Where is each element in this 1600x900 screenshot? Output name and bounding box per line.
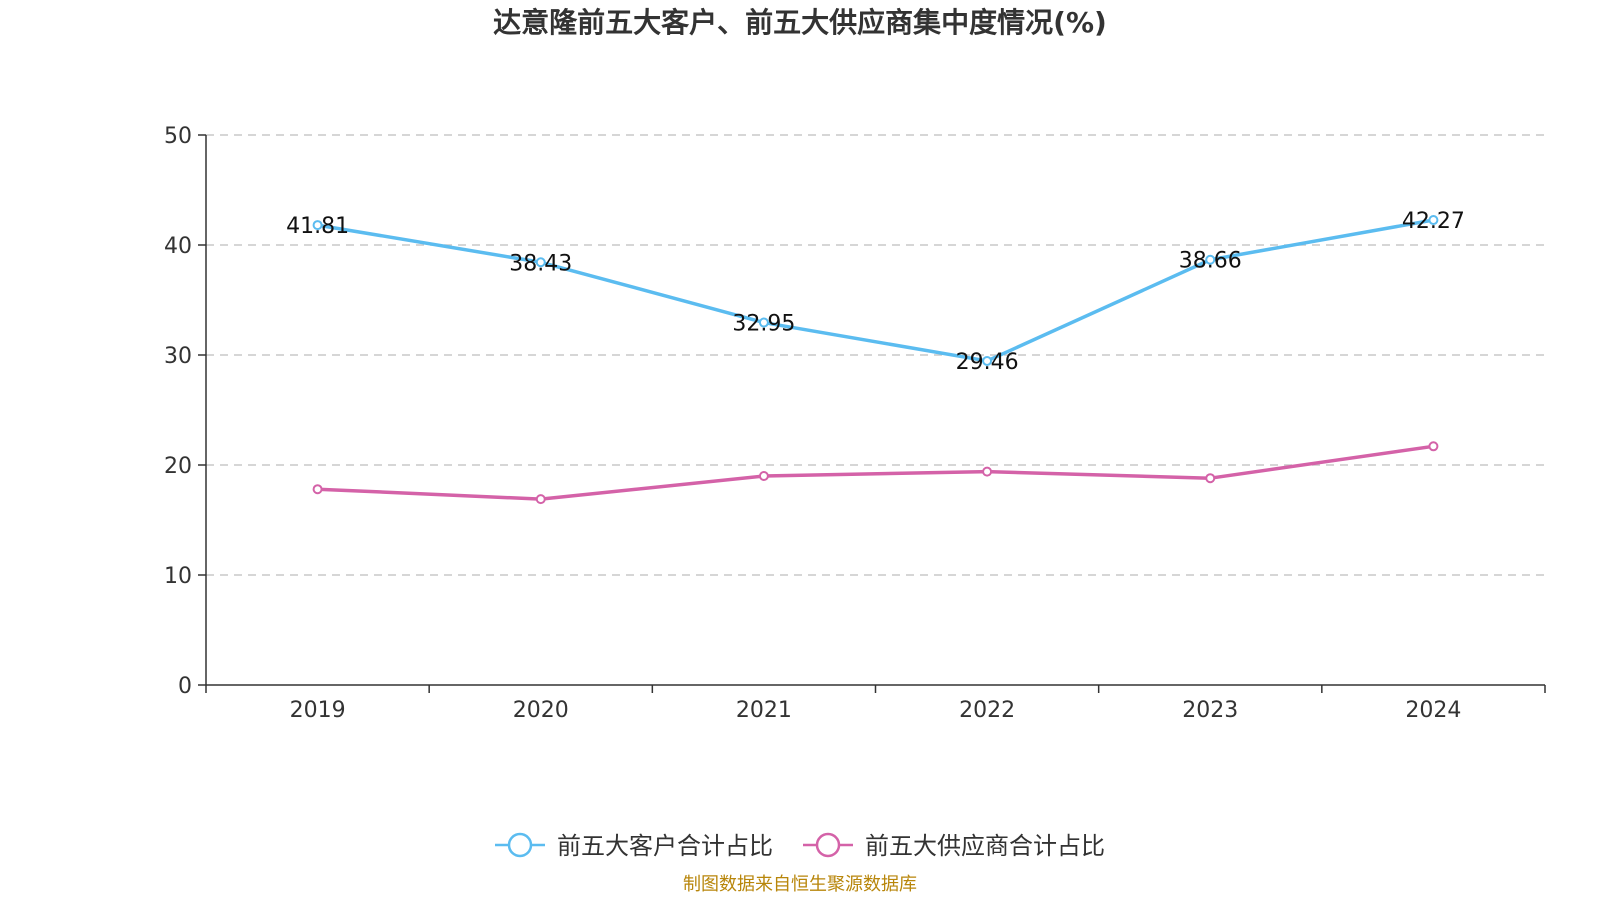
- legend-label: 前五大客户合计占比: [557, 832, 773, 860]
- grid-lines: [206, 134, 1545, 576]
- y-tick-label: 20: [164, 454, 192, 479]
- y-tick-label: 50: [164, 124, 192, 149]
- data-label: 32.95: [732, 312, 795, 337]
- data-point[interactable]: [982, 466, 993, 477]
- data-point[interactable]: [1205, 254, 1216, 265]
- data-label: 41.81: [286, 214, 349, 239]
- x-tick-label: 2022: [959, 698, 1015, 723]
- legend-item-0[interactable]: 前五大客户合计占比: [495, 832, 773, 860]
- x-tick-label: 2019: [290, 698, 346, 723]
- data-point[interactable]: [1205, 473, 1216, 484]
- chart-title: 达意隆前五大客户、前五大供应商集中度情况(%): [493, 6, 1107, 39]
- data-point[interactable]: [535, 257, 546, 268]
- x-tick-label: 2020: [513, 698, 569, 723]
- legend-label: 前五大供应商合计占比: [865, 832, 1105, 860]
- data-point[interactable]: [312, 220, 323, 231]
- series-line-1: [317, 444, 1434, 501]
- y-tick-label: 30: [164, 344, 192, 369]
- x-tick-label: 2024: [1405, 698, 1461, 723]
- legend-item-1[interactable]: 前五大供应商合计占比: [803, 832, 1105, 860]
- data-point[interactable]: [1428, 441, 1439, 452]
- legend-marker-icon: [507, 832, 533, 858]
- x-tick-label: 2023: [1182, 698, 1238, 723]
- legend-marker-icon: [815, 832, 841, 858]
- data-point[interactable]: [758, 471, 769, 481]
- data-point[interactable]: [1428, 215, 1439, 226]
- y-tick-label: 40: [164, 234, 192, 259]
- series-layer: [312, 215, 1439, 505]
- axes: 0 10 20 30 40 50 2019 2020 2021 2022 2023 2024: [164, 124, 1546, 723]
- data-point[interactable]: [982, 355, 993, 366]
- data-label: 38.66: [1179, 249, 1242, 274]
- data-labels: 41.81 38.43 32.95 29.46 38.66 42.27: [286, 209, 1465, 375]
- data-point[interactable]: [312, 484, 323, 495]
- series-line-0: [317, 218, 1434, 363]
- data-label: 29.46: [956, 350, 1019, 375]
- source-note: 制图数据来自恒生聚源数据库: [683, 874, 917, 895]
- y-tick-label: 0: [178, 674, 192, 699]
- x-tick-label: 2021: [736, 698, 792, 723]
- data-point[interactable]: [758, 317, 769, 328]
- data-label: 42.27: [1402, 209, 1465, 234]
- data-label: 38.43: [509, 251, 572, 276]
- legend[interactable]: 前五大客户合计占比 前五大供应商合计占比: [495, 832, 1105, 860]
- data-point[interactable]: [535, 494, 546, 505]
- y-tick-label: 10: [164, 564, 192, 589]
